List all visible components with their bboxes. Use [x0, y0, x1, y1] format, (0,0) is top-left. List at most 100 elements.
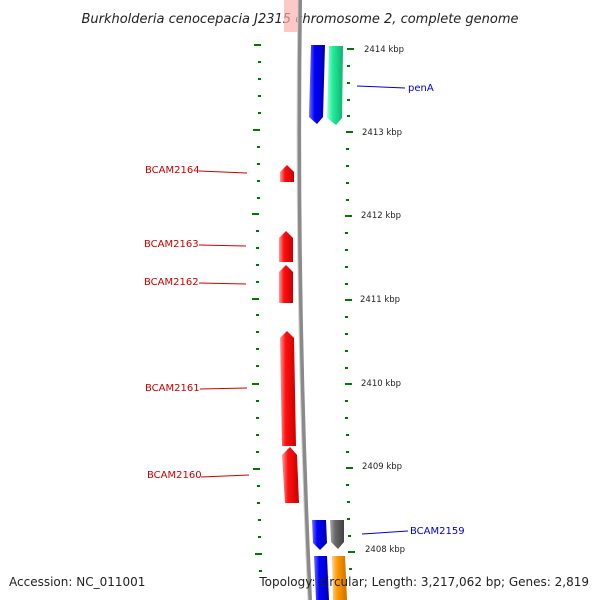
gene-blue-bottom-arrow[interactable] [312, 520, 327, 550]
right-tick [345, 232, 348, 234]
left-tick [256, 451, 259, 453]
left-tick [259, 570, 262, 572]
gene-penA-arrow[interactable] [327, 46, 343, 125]
left-tick [256, 400, 259, 402]
leader-lines [198, 85, 409, 535]
right-tick [346, 148, 349, 150]
right-tick [346, 484, 349, 486]
right-tick [345, 383, 352, 385]
right-tick [345, 316, 348, 318]
left-tick [256, 417, 259, 419]
left-tick [256, 348, 259, 350]
right-tick [345, 299, 352, 301]
left-tick [258, 61, 261, 63]
right-tick [345, 249, 348, 251]
chromosome-backbone-highlight [296, 0, 309, 600]
gene-label-bcam2164[interactable]: BCAM2164 [145, 165, 200, 176]
left-tick [252, 298, 259, 300]
left-tick [258, 519, 261, 521]
right-tick [345, 400, 348, 402]
right-tick [346, 199, 349, 201]
scale-label-2408: 2408 kbp [365, 545, 405, 555]
right-tick [349, 568, 352, 570]
right-tick [346, 131, 353, 133]
footer-topology: Topology: circular; Length: 3,217,062 bp… [258, 575, 589, 589]
right-tick [345, 283, 348, 285]
leader-line-bcam2162 [198, 282, 247, 285]
left-tick [256, 434, 259, 436]
gene-label-bcam2162[interactable]: BCAM2162 [144, 277, 199, 288]
left-tick [256, 281, 259, 283]
left-tick [256, 247, 259, 249]
left-tick [252, 383, 259, 385]
right-tick [346, 165, 349, 167]
left-tick [253, 468, 260, 470]
left-tick [256, 314, 259, 316]
gene-bcam2161-arrow[interactable] [280, 331, 296, 446]
left-tick [257, 197, 260, 199]
gene-blue-arrow[interactable] [309, 45, 325, 124]
footer-accession: Accession: NC_011001 [9, 575, 145, 589]
leader-line-penA [356, 85, 406, 89]
left-tick [252, 213, 259, 215]
right-tick [347, 501, 350, 503]
right-tick [345, 417, 348, 419]
scale-label-2411: 2411 kbp [360, 295, 400, 305]
left-tick [253, 129, 260, 131]
left-tick [256, 365, 259, 367]
right-tick [347, 65, 350, 67]
scale-label-2410: 2410 kbp [361, 379, 401, 389]
gene-label-bcam2159[interactable]: BCAM2159 [410, 526, 465, 537]
gene-orange-partial[interactable] [332, 556, 347, 600]
left-tick [258, 112, 261, 114]
left-tick [257, 180, 260, 182]
leader-line-bcam2160 [200, 474, 250, 478]
left-tick [257, 502, 260, 504]
left-tick [255, 553, 262, 555]
left-tick [258, 78, 261, 80]
leader-line-bcam2163 [198, 244, 247, 247]
right-tick [345, 350, 348, 352]
scale-label-2413: 2413 kbp [362, 128, 402, 138]
left-tick [258, 536, 261, 538]
right-tick [346, 467, 353, 469]
leader-line-bcam2159 [361, 530, 409, 535]
scale-label-2409: 2409 kbp [362, 462, 402, 472]
left-tick [256, 230, 259, 232]
gene-bcam2164-arrow[interactable] [280, 165, 294, 182]
gene-label-penA[interactable]: penA [408, 83, 434, 94]
right-tick [345, 333, 348, 335]
gene-label-bcam2161[interactable]: BCAM2161 [145, 383, 200, 394]
right-tick-column [345, 48, 355, 570]
gene-label-bcam2163[interactable]: BCAM2163 [144, 239, 199, 250]
left-tick [254, 44, 261, 46]
scale-labels: 2414 kbp 2413 kbp 2412 kbp 2411 kbp 2410… [360, 45, 405, 555]
leader-line-bcam2164 [198, 170, 248, 174]
gene-bcam2159-arrow[interactable] [330, 520, 344, 549]
gene-bcam2162-arrow[interactable] [279, 265, 293, 303]
right-tick [346, 182, 349, 184]
leader-line-bcam2161 [199, 387, 248, 390]
right-tick [347, 82, 350, 84]
left-tick [258, 95, 261, 97]
gene-bcam2163-arrow[interactable] [279, 231, 293, 262]
left-tick [256, 264, 259, 266]
left-tick [257, 146, 260, 148]
right-tick [347, 518, 350, 520]
right-tick [345, 215, 352, 217]
right-tick [345, 367, 348, 369]
left-tick [257, 163, 260, 165]
gene-bcam2160-arrow[interactable] [282, 447, 299, 503]
backbone-top-segment [284, 0, 298, 32]
right-tick [346, 434, 349, 436]
scale-label-2414: 2414 kbp [364, 45, 404, 55]
gene-blue-partial[interactable] [314, 556, 329, 600]
right-tick [346, 451, 349, 453]
left-tick [256, 331, 259, 333]
right-tick [347, 115, 350, 117]
gene-label-bcam2160[interactable]: BCAM2160 [147, 470, 202, 481]
right-tick [348, 551, 355, 553]
right-tick [347, 99, 350, 101]
right-tick [345, 266, 348, 268]
